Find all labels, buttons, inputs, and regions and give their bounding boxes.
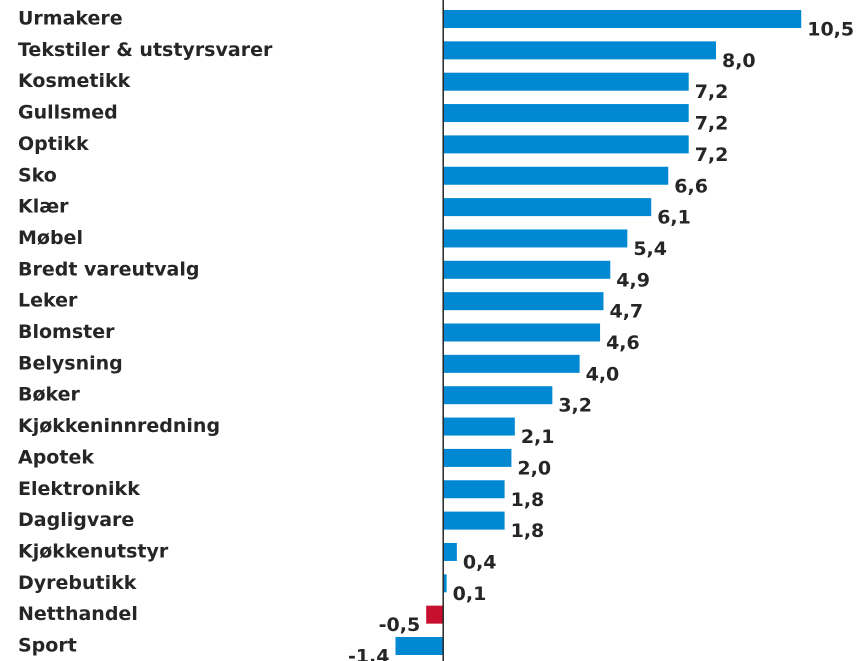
bar	[443, 260, 611, 279]
value-label: -0,5	[379, 614, 421, 636]
bar	[443, 104, 689, 123]
value-label: 4,7	[609, 301, 643, 323]
bar	[443, 229, 628, 248]
value-label: 8,0	[722, 50, 756, 72]
category-label: Dyrebutikk	[18, 572, 137, 594]
category-label: Gullsmed	[18, 102, 118, 124]
bar	[443, 198, 652, 217]
value-label: 5,4	[633, 238, 667, 260]
value-label: 2,0	[517, 457, 551, 479]
category-label: Blomster	[18, 321, 115, 343]
category-label: Tekstiler & utstyrsvarer	[18, 39, 273, 61]
bar	[443, 574, 447, 593]
value-label: 7,2	[695, 144, 729, 166]
bar	[443, 417, 515, 436]
bar	[443, 72, 689, 91]
value-label: 7,2	[695, 81, 729, 103]
value-label: -1,4	[348, 646, 390, 661]
bar	[443, 511, 505, 530]
category-label: Sport	[18, 635, 77, 657]
bar	[443, 323, 601, 342]
category-label: Belysning	[18, 352, 123, 374]
bar	[443, 10, 802, 28]
category-label: Kjøkkenutstyr	[18, 540, 169, 562]
value-label: 1,8	[511, 520, 545, 542]
value-label: 7,2	[695, 113, 729, 135]
category-label: Dagligvare	[18, 509, 134, 531]
value-label: 1,8	[511, 489, 545, 511]
category-label: Klær	[18, 196, 69, 218]
bar	[443, 354, 580, 373]
category-label: Kjøkkeninnredning	[18, 415, 220, 437]
value-label: 0,1	[453, 583, 487, 605]
category-label: Optikk	[18, 133, 89, 155]
category-label: Kosmetikk	[18, 70, 131, 92]
value-label: 4,0	[586, 363, 620, 385]
value-label: 10,5	[807, 19, 854, 41]
category-label: Bredt vareutvalg	[18, 258, 199, 280]
bar	[443, 292, 604, 311]
bar	[443, 41, 716, 60]
value-label: 6,6	[674, 175, 708, 197]
category-label: Møbel	[18, 227, 83, 249]
bar	[443, 166, 669, 185]
category-label: Sko	[18, 164, 57, 186]
bar	[443, 480, 505, 499]
bar	[443, 386, 553, 405]
category-label: Elektronikk	[18, 478, 140, 500]
value-label: 4,6	[606, 332, 640, 354]
value-label: 6,1	[657, 207, 691, 229]
bar	[443, 542, 457, 561]
value-label: 0,4	[463, 551, 497, 573]
category-label: Leker	[18, 290, 78, 312]
value-label: 3,2	[558, 395, 592, 417]
value-label: 4,9	[616, 269, 650, 291]
category-label: Netthandel	[18, 603, 138, 625]
bar	[443, 135, 689, 154]
category-label: Apotek	[18, 446, 94, 468]
category-label: Bøker	[18, 384, 81, 406]
category-label: Urmakere	[18, 8, 123, 30]
value-label: 2,1	[521, 426, 555, 448]
bar	[426, 605, 444, 624]
bar	[443, 448, 512, 467]
bar	[395, 637, 444, 655]
